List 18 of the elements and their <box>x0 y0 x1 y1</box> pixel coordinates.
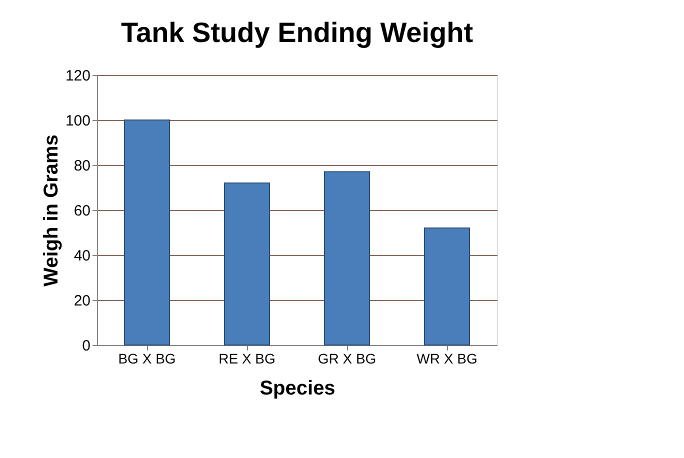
y-axis-title: Weigh in Grams <box>40 134 62 286</box>
x-tick-label: WR X BG <box>416 350 478 366</box>
x-tick-label: BG X BG <box>118 350 176 366</box>
x-tick-label: RE X BG <box>218 350 276 366</box>
y-tick-label: 60 <box>74 202 90 220</box>
y-tick-label: 100 <box>65 112 90 130</box>
y-tick-label: 0 <box>82 338 90 354</box>
x-tick-label: GR X BG <box>318 350 376 366</box>
chart-title: Tank Study Ending Weight <box>120 17 474 48</box>
bar <box>424 228 470 346</box>
bar <box>324 171 370 346</box>
x-axis-title: Species <box>260 378 336 400</box>
y-tick-label: 80 <box>74 158 90 174</box>
y-tick-label: 20 <box>74 292 90 310</box>
y-tick-label: 120 <box>65 68 90 84</box>
bar <box>224 182 270 346</box>
bar <box>124 120 170 346</box>
y-tick-label: 40 <box>74 248 90 264</box>
